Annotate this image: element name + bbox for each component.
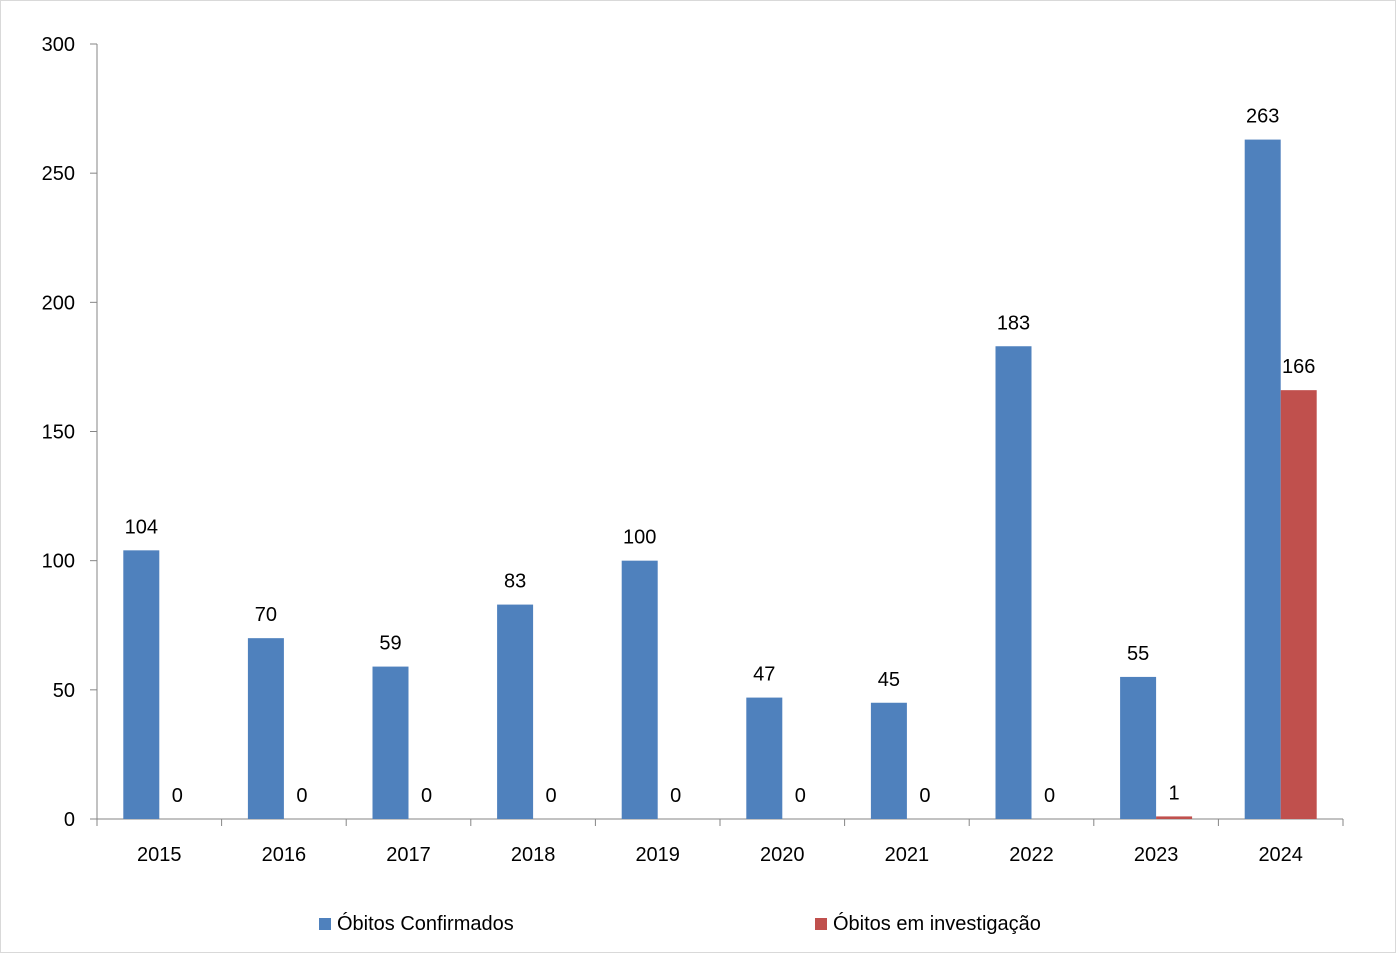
data-label-investigacao: 0: [919, 785, 930, 807]
y-tick-label: 50: [53, 680, 75, 702]
x-tick-label: 2016: [262, 844, 307, 866]
data-label-confirmados: 183: [997, 312, 1030, 334]
data-label-investigacao: 0: [795, 785, 806, 807]
y-tick-label: 0: [64, 809, 75, 831]
data-label-confirmados: 70: [255, 604, 277, 626]
bar-confirmados: [1120, 676, 1157, 819]
data-label-confirmados: 104: [125, 516, 158, 538]
bars: [123, 139, 1317, 820]
bar-confirmados: [746, 697, 783, 819]
data-label-confirmados: 59: [379, 633, 401, 655]
x-tick-label: 2022: [1009, 844, 1054, 866]
legend-swatch-investigacao: [815, 918, 827, 930]
x-axis: 2015 2016 2017 2018 2019 2020 2021 2022 2023 2024: [96, 818, 1344, 866]
y-axis: 0 50 100 150 200 250 300: [42, 34, 98, 831]
bar-investigacao: [1156, 816, 1193, 819]
bar-confirmados: [497, 604, 534, 819]
x-tick-label: 2017: [386, 844, 431, 866]
x-tick-label: 2020: [760, 844, 805, 866]
legend-swatch-confirmados: [319, 918, 331, 930]
y-tick-label: 300: [42, 34, 75, 56]
bar-confirmados: [123, 550, 160, 819]
bar-confirmados: [621, 560, 658, 819]
bar-investigacao: [1280, 390, 1317, 819]
data-label-investigacao: 166: [1282, 356, 1315, 378]
x-tick-label: 2024: [1258, 844, 1303, 866]
data-label-confirmados: 263: [1246, 106, 1279, 128]
data-label-investigacao: 0: [296, 785, 307, 807]
bar-confirmados: [995, 346, 1032, 819]
x-tick-label: 2023: [1134, 844, 1179, 866]
y-tick-label: 150: [42, 422, 75, 444]
x-tick-label: 2018: [511, 844, 556, 866]
data-label-confirmados: 55: [1127, 643, 1149, 665]
x-tick-label: 2021: [885, 844, 930, 866]
bar-confirmados: [1244, 139, 1281, 820]
legend: Óbitos Confirmados Óbitos em investigaçã…: [1, 909, 1396, 939]
data-label-confirmados: 47: [753, 664, 775, 686]
y-tick-label: 200: [42, 292, 75, 314]
data-label-confirmados: 45: [878, 669, 900, 691]
x-tick-label: 2019: [635, 844, 680, 866]
legend-label-investigacao: Óbitos em investigação: [833, 912, 1041, 935]
data-label-investigacao: 0: [546, 785, 557, 807]
legend-item-investigacao: Óbitos em investigação: [815, 909, 1041, 939]
bar-confirmados: [247, 638, 284, 819]
y-tick-label: 100: [42, 551, 75, 573]
bar-confirmados: [870, 702, 907, 819]
data-label-investigacao: 0: [172, 785, 183, 807]
data-label-confirmados: 100: [623, 527, 656, 549]
data-label-investigacao: 1: [1169, 782, 1180, 804]
data-label-investigacao: 0: [421, 785, 432, 807]
legend-item-confirmados: Óbitos Confirmados: [319, 909, 514, 939]
data-label-confirmados: 83: [504, 571, 526, 593]
bar-confirmados: [372, 666, 409, 819]
y-tick-label: 250: [42, 163, 75, 185]
data-label-investigacao: 0: [1044, 785, 1055, 807]
legend-label-confirmados: Óbitos Confirmados: [337, 912, 514, 935]
data-label-investigacao: 0: [670, 785, 681, 807]
x-tick-label: 2015: [137, 844, 182, 866]
data-labels: 104 0 70 0 59 0 83 0 100 0 47 0 45 0 183 0 55 1 263 166: [125, 106, 1316, 807]
